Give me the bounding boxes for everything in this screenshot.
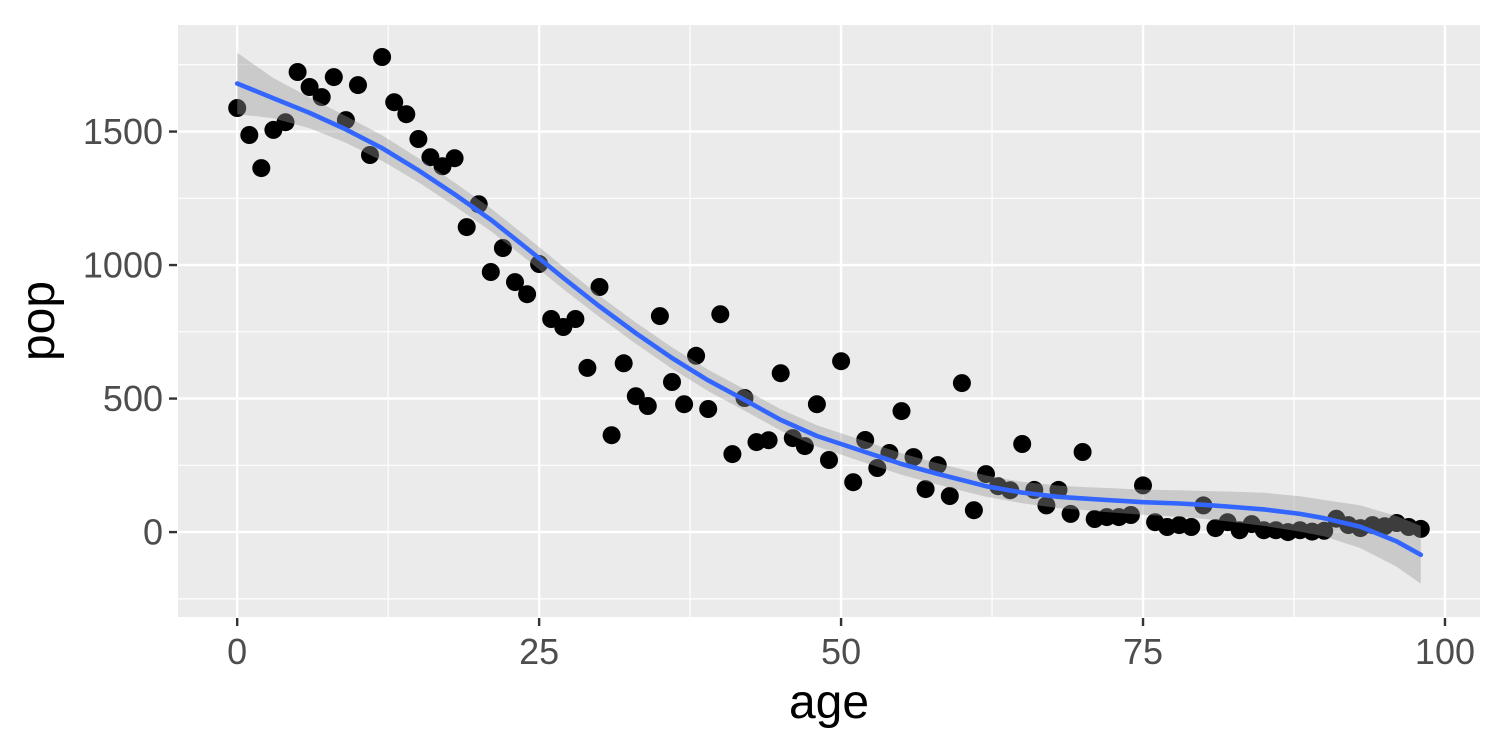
scatter-point xyxy=(324,68,343,87)
scatter-point xyxy=(602,426,621,445)
y-tick-label: 500 xyxy=(103,378,163,419)
scatter-point xyxy=(397,105,416,124)
scatter-point xyxy=(312,88,331,107)
scatter-point xyxy=(361,146,379,164)
scatter-point xyxy=(1061,504,1080,523)
scatter-point xyxy=(916,480,935,499)
scatter-point xyxy=(856,431,875,449)
x-tick-label: 50 xyxy=(821,631,861,672)
scatter-point xyxy=(614,354,633,373)
y-tick-label: 1000 xyxy=(83,245,163,286)
scatter-point xyxy=(1182,518,1201,536)
x-tick-label: 25 xyxy=(519,631,559,672)
scatter-point xyxy=(1037,496,1056,515)
scatter-point xyxy=(349,76,367,95)
scatter-point xyxy=(288,63,307,81)
scatter-point xyxy=(240,126,259,144)
y-axis-title: pop xyxy=(12,281,65,361)
scatter-point xyxy=(940,487,959,505)
scatter-point xyxy=(409,130,428,148)
scatter-point xyxy=(506,273,524,292)
scatter-point xyxy=(964,501,983,520)
confidence-ribbon xyxy=(237,52,1421,584)
scatter-point xyxy=(771,364,790,383)
scatter-point xyxy=(1315,521,1334,540)
x-tick-label: 100 xyxy=(1415,631,1475,672)
scatter-point xyxy=(1134,476,1152,495)
y-tick-label: 1500 xyxy=(83,111,163,152)
scatter-point xyxy=(663,373,681,391)
x-tick-label: 0 xyxy=(227,631,247,672)
scatter-point xyxy=(373,48,392,66)
scatter-points-layer xyxy=(228,48,1430,542)
x-axis-title: age xyxy=(789,676,869,729)
scatter-point xyxy=(711,305,730,324)
scatter-point xyxy=(977,465,995,484)
scatter-point xyxy=(1073,443,1092,461)
scatter-point xyxy=(493,239,512,257)
scatter-point xyxy=(723,445,742,464)
scatter-point xyxy=(228,99,247,117)
scatter-point xyxy=(868,459,887,477)
scatter-point xyxy=(590,278,609,296)
scatter-point xyxy=(904,448,923,467)
scatter-point xyxy=(481,263,500,281)
scatter-point xyxy=(928,456,947,475)
scatter-point xyxy=(820,451,838,469)
scatter-point xyxy=(759,431,778,450)
scatter-point xyxy=(336,111,355,130)
scatter-point xyxy=(832,352,851,371)
scatter-point xyxy=(566,310,585,328)
scatter-point xyxy=(1121,506,1140,524)
scatter-point xyxy=(650,307,669,326)
scatter-point xyxy=(638,397,657,415)
scatter-point xyxy=(1013,435,1032,453)
scatter-point xyxy=(795,437,814,456)
scatter-point xyxy=(276,113,295,132)
panel-background xyxy=(178,25,1480,617)
smooth-line xyxy=(234,81,1424,558)
x-tick-label: 75 xyxy=(1123,631,1163,672)
scatter-point xyxy=(807,395,826,414)
scatter-point xyxy=(300,78,319,96)
scatter-point xyxy=(385,93,404,112)
scatter-point xyxy=(687,346,706,365)
scatter-point xyxy=(844,473,863,492)
scatter-point xyxy=(457,218,476,237)
scatter-point xyxy=(952,374,971,393)
scatter-point xyxy=(1411,519,1430,538)
scatter-point xyxy=(892,402,911,421)
scatter-point xyxy=(699,400,718,418)
scatter-point xyxy=(445,149,464,168)
scatter-point xyxy=(252,159,271,178)
y-tick-label: 0 xyxy=(143,512,163,553)
scatter-point xyxy=(578,358,597,377)
scatter-point xyxy=(626,387,645,406)
scatter-point xyxy=(518,285,537,304)
scatter-point xyxy=(675,395,694,414)
